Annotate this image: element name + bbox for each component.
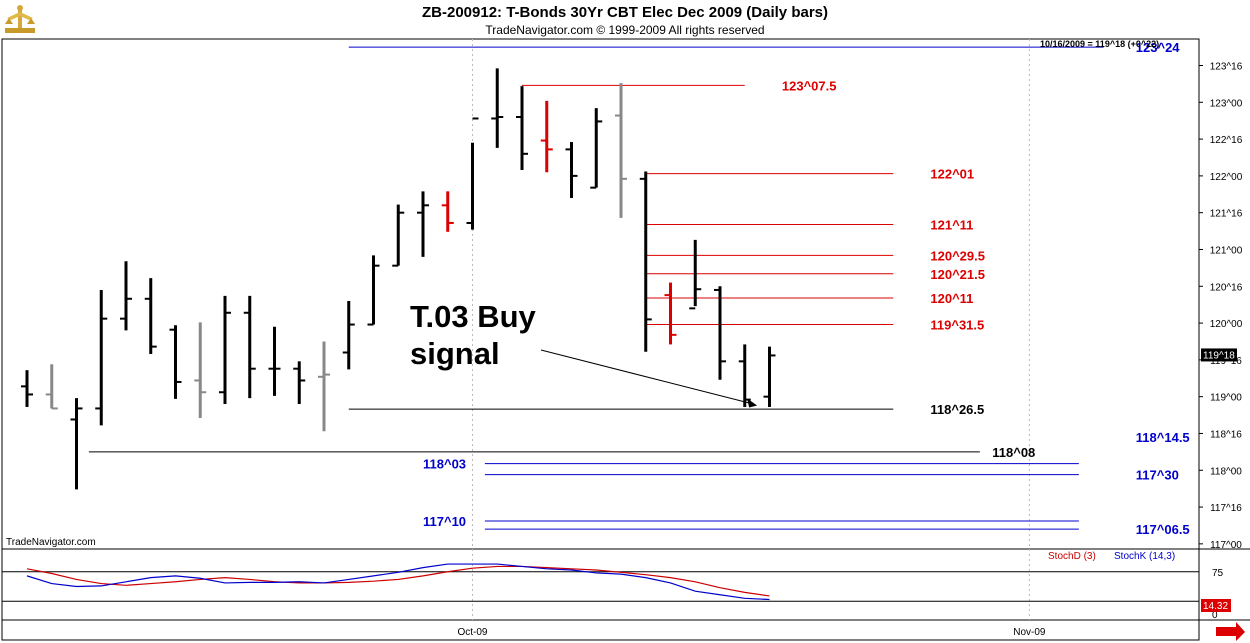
y-tick-label: 117^00 [1210, 540, 1242, 551]
annotation-arrowhead [747, 398, 758, 408]
y-tick-label: 118^00 [1210, 466, 1242, 477]
chart-title: ZB-200912: T-Bonds 30Yr CBT Elec Dec 200… [422, 4, 828, 21]
x-tick-label: Nov-09 [1013, 627, 1046, 638]
y-tick-label: 117^16 [1210, 503, 1242, 514]
y-tick-label: 120^16 [1210, 282, 1243, 293]
level-label: 123^24 [1136, 40, 1181, 55]
current-price-label: 119^18 [1203, 350, 1235, 361]
watermark-text: TradeNavigator.com [6, 537, 96, 548]
stochd-legend: StochD (3) [1048, 551, 1096, 562]
level-label: 118^14.5 [1136, 430, 1190, 445]
tradenavigator-logo-icon [5, 5, 35, 33]
stoch-tick-label: 0 [1212, 610, 1218, 621]
level-label: 122^01 [930, 167, 974, 182]
y-tick-label: 123^00 [1210, 98, 1243, 109]
y-tick-label: 122^16 [1210, 135, 1243, 146]
annotation-line-2: signal [410, 336, 500, 371]
stoch-tick-label: 75 [1212, 568, 1224, 579]
stochk-line [26, 563, 770, 601]
level-label: 117^06.5 [1136, 522, 1190, 537]
level-label: 123^07.5 [782, 78, 837, 93]
stoch-current-tag [1201, 599, 1231, 612]
y-tick-label: 120^00 [1210, 319, 1243, 330]
last-bar-info: 10/16/2009 = 119^18 (+0^22) [1040, 39, 1159, 49]
scroll-right-arrow-icon[interactable] [1216, 622, 1245, 641]
copyright-line: TradeNavigator.com © 1999-2009 All right… [485, 23, 765, 37]
level-label: 117^10 [423, 514, 466, 529]
stochk-legend: StochK (14,3) [1114, 551, 1175, 562]
y-tick-label: 121^16 [1210, 209, 1243, 220]
level-label: 118^26.5 [930, 402, 984, 417]
level-label: 120^11 [930, 291, 973, 306]
level-label: 120^29.5 [930, 248, 985, 263]
x-tick-label: Oct-09 [457, 627, 487, 638]
level-label: 120^21.5 [930, 267, 985, 282]
level-label: 121^11 [930, 217, 973, 232]
y-tick-label: 119^00 [1210, 393, 1242, 404]
level-label: 118^08 [992, 445, 1035, 460]
y-tick-label: 123^16 [1210, 61, 1243, 72]
level-label: 117^30 [1136, 468, 1179, 483]
annotation-line-1: T.03 Buy [410, 299, 537, 334]
level-label: 119^31.5 [930, 318, 984, 333]
annotation-arrow [540, 349, 752, 404]
chart-frame [1, 38, 1200, 641]
stoch-current-label: 14.32 [1203, 601, 1228, 612]
stochd-line [26, 565, 770, 597]
level-label: 118^03 [423, 457, 466, 472]
y-tick-label: 121^00 [1210, 245, 1243, 256]
current-price-tag [1201, 348, 1237, 362]
y-tick-label: 122^00 [1210, 172, 1243, 183]
y-tick-label: 118^16 [1210, 429, 1242, 440]
